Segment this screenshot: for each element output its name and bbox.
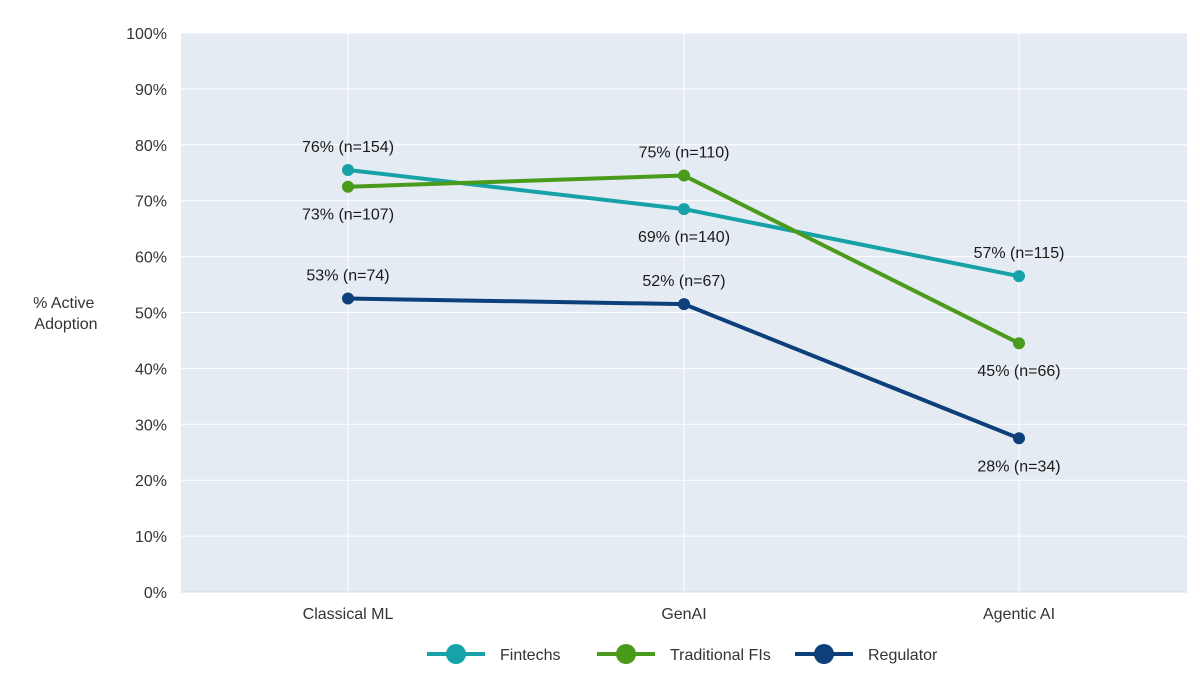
data-label: 76% (n=154)	[302, 139, 394, 156]
data-point	[342, 163, 354, 176]
y-tick-label: 50%	[135, 306, 167, 323]
data-label: 75% (n=110)	[639, 145, 730, 162]
data-label: 57% (n=115)	[974, 245, 1065, 262]
data-label: 73% (n=107)	[302, 207, 394, 224]
data-point	[678, 203, 690, 216]
y-axis-ticks: 0% 10% 20% 30% 40% 50% 60% 70% 80% 90% 100%	[126, 26, 167, 602]
data-point	[1013, 337, 1025, 350]
legend: Fintechs Traditional FIs Regulator	[427, 644, 938, 664]
data-point	[342, 292, 354, 305]
legend-label: Regulator	[868, 647, 938, 664]
gridlines	[181, 32, 1187, 593]
y-tick-label: 20%	[135, 473, 167, 490]
x-tick-label: Agentic AI	[983, 606, 1055, 623]
data-label: 69% (n=140)	[638, 229, 730, 246]
data-label: 52% (n=67)	[642, 273, 725, 290]
data-point	[678, 298, 690, 311]
legend-label: Fintechs	[500, 647, 560, 664]
y-tick-label: 80%	[135, 138, 167, 155]
data-point	[1013, 432, 1025, 445]
data-point	[1013, 270, 1025, 283]
legend-marker	[814, 644, 834, 664]
y-tick-label: 70%	[135, 194, 167, 211]
y-axis-label: % Active Adoption	[33, 295, 99, 333]
legend-item-traditional-fis: Traditional FIs	[597, 644, 771, 664]
series-group	[342, 163, 1025, 445]
x-tick-label: Classical ML	[303, 606, 394, 623]
y-tick-label: 60%	[135, 250, 167, 267]
data-label: 28% (n=34)	[977, 458, 1060, 475]
legend-item-regulator: Regulator	[795, 644, 938, 664]
y-tick-label: 40%	[135, 361, 167, 378]
data-label: 45% (n=66)	[977, 363, 1060, 380]
data-labels: 76% (n=154) 69% (n=140) 57% (n=115) 73% (n=…	[302, 139, 1064, 475]
legend-marker	[616, 644, 636, 664]
y-tick-label: 0%	[144, 585, 167, 602]
y-tick-label: 100%	[126, 26, 167, 43]
data-point	[342, 180, 354, 193]
data-label: 53% (n=74)	[306, 268, 389, 285]
legend-marker	[446, 644, 466, 664]
x-axis-ticks: Classical ML GenAI Agentic AI	[303, 606, 1055, 623]
legend-label: Traditional FIs	[670, 647, 771, 664]
y-tick-label: 90%	[135, 82, 167, 99]
legend-item-fintechs: Fintechs	[427, 644, 560, 664]
data-point	[678, 169, 690, 182]
x-tick-label: GenAI	[661, 606, 706, 623]
y-tick-label: 30%	[135, 417, 167, 434]
y-tick-label: 10%	[135, 529, 167, 546]
